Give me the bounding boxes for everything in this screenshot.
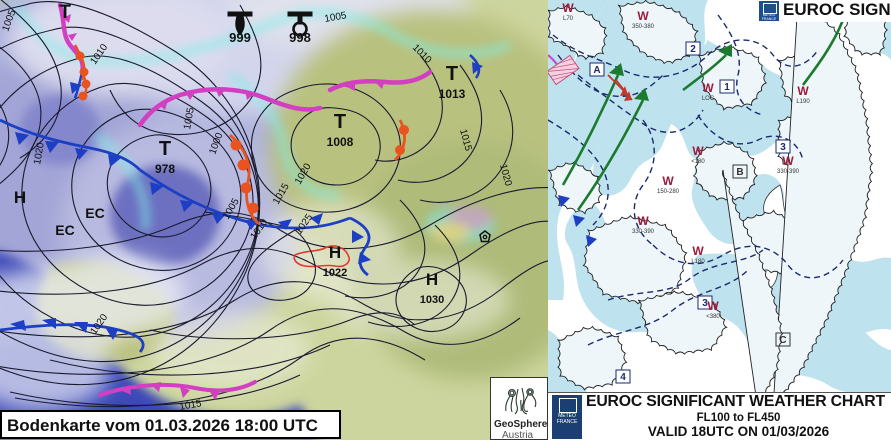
svg-text:1008: 1008 [327, 135, 354, 149]
svg-text:W: W [637, 214, 649, 228]
svg-text:999: 999 [229, 30, 251, 45]
svg-text:W: W [692, 244, 704, 258]
svg-text:1013: 1013 [439, 87, 466, 101]
svg-text:EC: EC [55, 222, 74, 238]
svg-text:T: T [159, 138, 171, 160]
svg-text:1005: 1005 [182, 106, 197, 130]
svg-text:H: H [14, 188, 26, 207]
svg-text:T: T [446, 63, 458, 85]
svg-text:1010: 1010 [88, 42, 110, 67]
svg-text:H: H [426, 270, 438, 289]
svg-text:1005: 1005 [0, 8, 18, 33]
svg-text:350-380: 350-380 [632, 24, 655, 30]
svg-text:<380: <380 [706, 314, 720, 320]
svg-text:L190: L190 [796, 99, 810, 105]
svg-text:W: W [782, 154, 794, 168]
svg-text:1020: 1020 [32, 141, 47, 165]
svg-text:T: T [59, 2, 71, 23]
svg-text:978: 978 [155, 162, 175, 176]
svg-text:L180: L180 [691, 259, 705, 265]
svg-text:1025: 1025 [293, 212, 315, 237]
svg-text:1020: 1020 [497, 163, 513, 188]
svg-text:W: W [702, 81, 714, 95]
svg-text:330-390: 330-390 [777, 169, 800, 175]
svg-text:1015: 1015 [457, 128, 473, 153]
svg-text:W: W [797, 84, 809, 98]
svg-text:1020: 1020 [293, 161, 314, 186]
svg-text:1030: 1030 [420, 294, 444, 306]
svg-text:W: W [637, 9, 649, 23]
svg-text:1022: 1022 [323, 267, 347, 279]
svg-text:T: T [334, 111, 346, 133]
svg-text:H: H [329, 243, 341, 262]
svg-text:1015: 1015 [271, 181, 292, 206]
svg-text:LOC: LOC [702, 96, 715, 102]
svg-text:W: W [662, 174, 674, 188]
svg-text:EC: EC [85, 205, 104, 221]
svg-text:150-280: 150-280 [657, 189, 680, 195]
svg-text:1000: 1000 [207, 131, 225, 156]
svg-text:W: W [707, 299, 719, 313]
svg-text:1005: 1005 [324, 10, 348, 25]
svg-text:330-390: 330-390 [632, 229, 655, 235]
svg-text:998: 998 [289, 30, 311, 45]
svg-text:1020: 1020 [88, 312, 110, 337]
svg-text:W: W [692, 144, 704, 158]
svg-text:W: W [562, 1, 574, 15]
svg-text:1010: 1010 [410, 42, 434, 66]
svg-text:L70: L70 [563, 16, 574, 22]
svg-text:1005: 1005 [221, 196, 242, 221]
svg-text:<180: <180 [691, 159, 705, 165]
